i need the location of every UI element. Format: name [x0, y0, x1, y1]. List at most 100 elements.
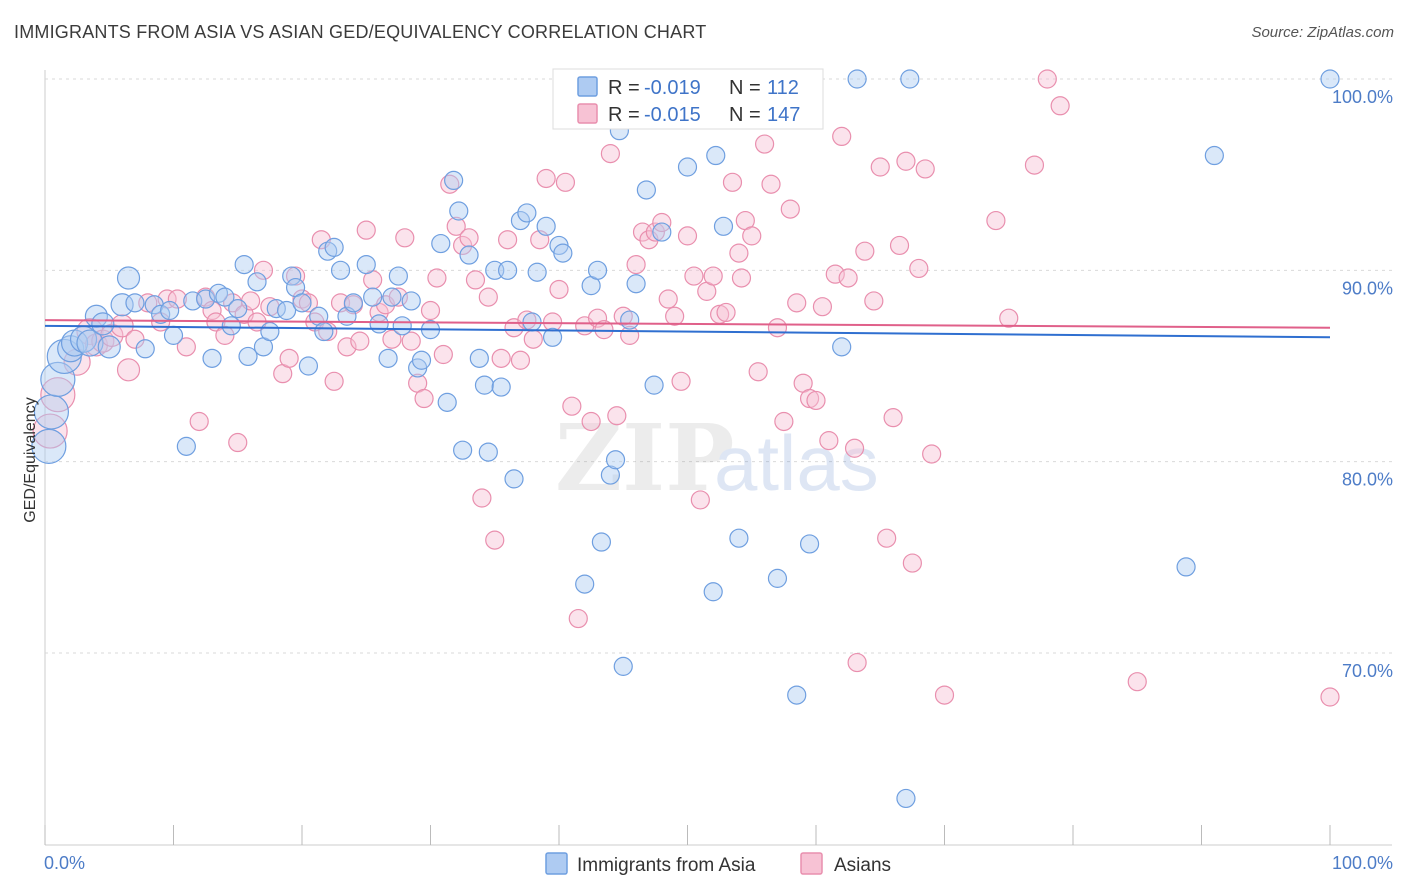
series-legend-label-blue: Immigrants from Asia	[577, 855, 756, 876]
stats-legend: R = -0.019 N = 112 R = -0.015 N = 147	[552, 68, 824, 130]
asians-point-71	[555, 172, 576, 192]
immigrants-point-39	[314, 321, 334, 342]
asians-point-91	[684, 266, 704, 286]
series-legend-swatch-blue	[545, 852, 568, 875]
asians-point-127	[909, 258, 929, 279]
asians-point-106	[774, 411, 794, 432]
immigrants-point-41	[324, 237, 344, 257]
immigrants-point-82	[605, 450, 626, 470]
immigrants-point-61	[459, 245, 479, 265]
asians-point-130	[934, 685, 955, 705]
asians-point-52	[433, 344, 453, 365]
asians-point-46	[395, 228, 415, 248]
y-axis-label: GED/Equivalency	[22, 397, 39, 522]
legend-swatch-pink	[577, 103, 598, 124]
asians-point-101	[742, 226, 762, 246]
immigrants-point-48	[378, 348, 398, 368]
asians-point-88	[665, 306, 685, 326]
asians-point-135	[1050, 96, 1070, 116]
immigrants-point-101	[896, 788, 916, 809]
immigrants-point-12	[116, 266, 141, 290]
immigrants-point-80	[591, 532, 612, 552]
immigrants-point-91	[703, 582, 723, 602]
immigrants-point-72	[527, 262, 547, 282]
immigrants-point-11	[110, 293, 134, 317]
immigrants-point-95	[729, 528, 749, 548]
immigrants-point-68	[504, 469, 524, 489]
immigrants-point-19	[176, 436, 196, 456]
immigrants-point-63	[474, 375, 495, 395]
immigrants-point-60	[453, 440, 473, 460]
asians-point-107	[780, 199, 800, 219]
asians-point-28	[279, 348, 299, 368]
asians-point-92	[690, 490, 710, 510]
asians-point-124	[889, 235, 910, 256]
asians-point-131	[986, 210, 1006, 231]
immigrants-point-64	[478, 442, 498, 462]
immigrants-point-29	[247, 272, 267, 292]
immigrants-point-105	[1320, 69, 1340, 89]
asians-point-104	[761, 174, 781, 194]
asians-point-59	[478, 287, 498, 307]
legend-r-value-blue: -0.019	[644, 77, 701, 99]
immigrants-point-7	[76, 329, 104, 357]
immigrants-point-37	[298, 356, 319, 376]
y-tick-label-3: 70.0%	[1342, 661, 1393, 681]
asians-point-40	[356, 220, 376, 240]
series-legend-swatch-pink	[800, 852, 823, 875]
watermark-atlas: atlas	[714, 419, 879, 507]
asians-point-118	[847, 652, 867, 673]
watermark-zip: ZIP	[555, 404, 734, 512]
y-tick-label-2: 80.0%	[1342, 470, 1393, 490]
immigrants-point-104	[1204, 145, 1224, 166]
asians-point-31	[298, 293, 319, 313]
immigrants-point-96	[767, 568, 788, 588]
immigrants-point-1	[33, 394, 70, 430]
asians-point-99	[731, 268, 752, 288]
immigrants-point-92	[706, 145, 726, 166]
asians-point-103	[754, 134, 775, 154]
immigrants-point-33	[276, 300, 297, 321]
legend-n-label-pink: N =	[729, 104, 761, 126]
series-immigrants-from-asia	[31, 69, 1340, 809]
x-tick-label-min: 0.0%	[44, 853, 85, 873]
asians-point-121	[870, 157, 890, 177]
immigrants-point-45	[356, 254, 376, 275]
asians-point-125	[896, 151, 916, 171]
asians-point-126	[902, 553, 922, 573]
asians-point-19	[215, 325, 235, 345]
asians-point-47	[401, 331, 421, 351]
asians-point-62	[498, 230, 518, 250]
immigrants-point-100	[847, 69, 867, 89]
trend-line-asians	[44, 319, 1331, 329]
asians-point-117	[844, 438, 865, 458]
asians-point-129	[922, 444, 942, 464]
legend-n-value-blue: 112	[767, 77, 799, 99]
immigrants-point-25	[221, 316, 241, 336]
asians-point-115	[832, 126, 852, 146]
immigrants-point-79	[587, 260, 608, 280]
asians-point-132	[999, 308, 1019, 328]
asians-point-120	[864, 291, 884, 311]
asians-point-85	[645, 222, 665, 242]
asians-point-73	[568, 608, 588, 629]
asians-point-116	[838, 268, 858, 288]
asians-point-53	[440, 174, 460, 194]
asians-point-134	[1037, 69, 1057, 89]
immigrants-point-22	[202, 348, 222, 368]
immigrants-point-24	[215, 287, 235, 307]
immigrants-point-10	[97, 335, 121, 359]
legend-n-label-blue: N =	[729, 77, 761, 99]
asians-point-50	[420, 300, 441, 321]
trend-lines	[44, 319, 1331, 339]
asians-point-137	[1320, 687, 1340, 707]
immigrants-point-13	[125, 293, 145, 313]
asians-point-70	[549, 279, 569, 300]
asians-point-113	[819, 431, 839, 451]
asians-point-9	[125, 329, 145, 349]
immigrants-point-66	[491, 377, 511, 397]
immigrants-point-99	[832, 337, 852, 357]
immigrants-point-36	[292, 293, 312, 313]
asians-point-51	[427, 268, 447, 288]
immigrants-point-93	[713, 216, 734, 236]
